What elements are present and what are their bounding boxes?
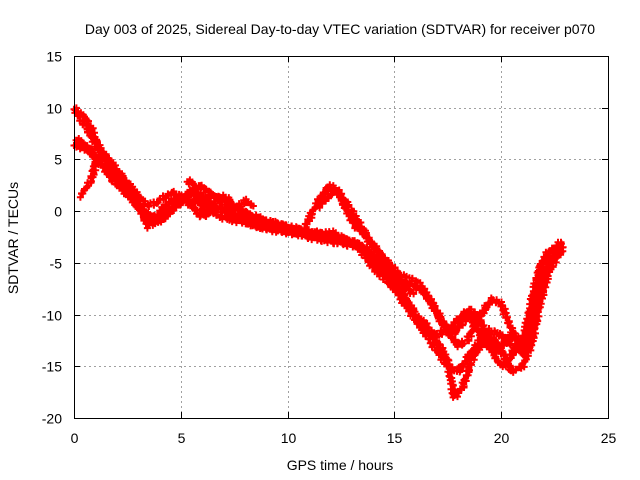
plus-markers xyxy=(72,135,567,356)
axis-ticks: 0 5 10 15 20 25 -20 -15 -10 -5 0 5 10 15 xyxy=(42,49,617,447)
y-tick-label: -5 xyxy=(50,256,63,272)
x-axis-label: GPS time / hours xyxy=(287,457,394,473)
x-tick-label: 10 xyxy=(281,430,297,446)
y-tick-label: 15 xyxy=(46,49,62,65)
x-tick-label: 15 xyxy=(387,430,403,446)
series-track-h xyxy=(183,176,257,220)
y-axis-label: SDTVAR / TECUs xyxy=(5,182,21,294)
chart-title: Day 003 of 2025, Sidereal Day-to-day VTE… xyxy=(85,21,595,37)
x-tick-label: 0 xyxy=(71,430,79,446)
series-track-e xyxy=(72,135,567,356)
y-tick-label: -15 xyxy=(42,359,62,375)
plus-markers xyxy=(70,140,561,401)
x-tick-label: 25 xyxy=(601,430,617,446)
plot-frame xyxy=(74,56,609,419)
x-tick-label: 5 xyxy=(178,430,186,446)
y-tick-label: -20 xyxy=(42,411,62,427)
series-track-g xyxy=(316,186,407,298)
x-tick-label: 20 xyxy=(494,430,510,446)
y-tick-label: -10 xyxy=(42,308,62,324)
series-track-b xyxy=(70,140,561,401)
y-tick-label: 0 xyxy=(54,204,62,220)
y-tick-label: 10 xyxy=(46,101,62,117)
plus-markers xyxy=(183,176,257,220)
plus-markers xyxy=(316,186,407,298)
y-tick-label: 5 xyxy=(54,152,62,168)
data-points xyxy=(70,104,567,401)
